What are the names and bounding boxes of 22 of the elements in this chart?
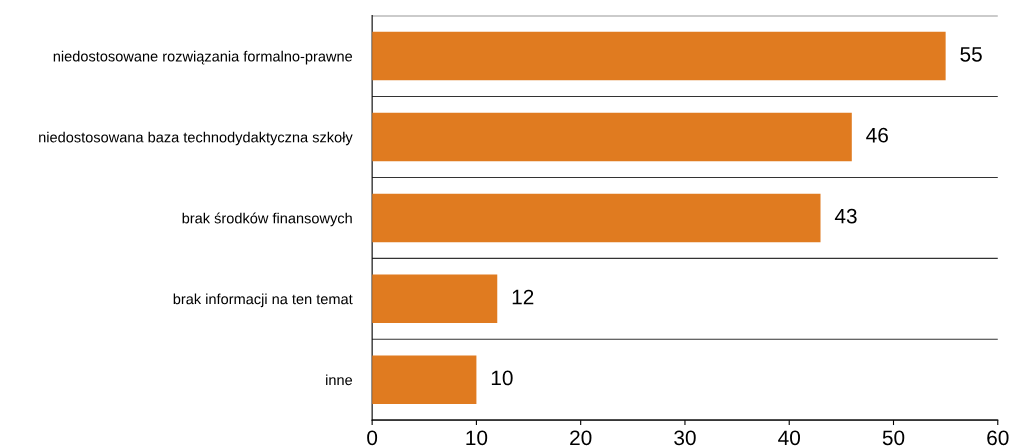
x-tick-label: 10 <box>466 430 488 446</box>
x-tick-label: 50 <box>882 430 905 446</box>
x-tick-label: 30 <box>674 430 696 446</box>
y-tick-label: niedostosowana baza technodydaktyczna szkoły <box>39 131 353 146</box>
x-tick-label: 0 <box>367 430 378 446</box>
y-tick-label: inne <box>326 374 353 386</box>
x-tick-label: 20 <box>570 430 592 446</box>
bar <box>372 274 498 324</box>
bar <box>372 355 477 404</box>
x-tick-label: 40 <box>778 430 800 446</box>
bar <box>372 112 852 162</box>
data-label: 46 <box>866 127 888 143</box>
data-label: 10 <box>491 370 513 386</box>
bar <box>372 193 821 243</box>
x-tick-label: 60 <box>987 430 1009 446</box>
y-tick-label: brak środków finansowych <box>182 212 352 227</box>
data-label: 12 <box>512 289 534 305</box>
data-label: 43 <box>834 208 857 224</box>
y-tick-label: brak informacji na ten temat <box>173 293 353 308</box>
bar <box>372 31 946 81</box>
data-label: 55 <box>960 47 982 62</box>
y-tick-label: niedostosowane rozwiązania formalno-prawne <box>53 50 353 65</box>
